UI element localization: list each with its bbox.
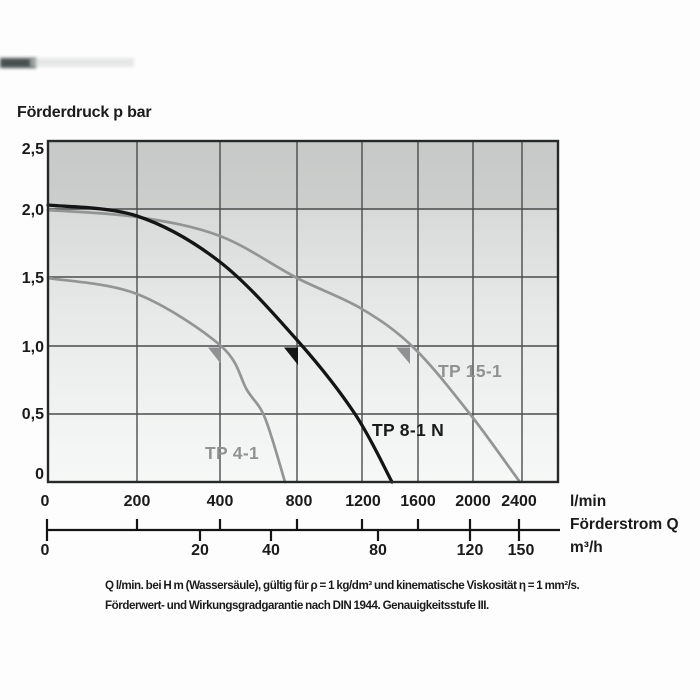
y-tick-label-0-5: 0,5 bbox=[22, 406, 44, 423]
plot-border bbox=[46, 139, 560, 484]
x-tick-label-2000: 2000 bbox=[455, 493, 491, 510]
series-label-tp-8-1-n: TP 8-1 N bbox=[372, 420, 444, 440]
y-axis-labels: 2,5 2,0 1,5 1,0 0,5 0 bbox=[22, 141, 44, 483]
y-tick-label-2-5: 2,5 bbox=[22, 141, 44, 158]
x-tick-label-2400: 2400 bbox=[501, 493, 537, 510]
m3h-label-0: 0 bbox=[41, 542, 50, 559]
curve-tp-8-1-n bbox=[46, 203, 394, 484]
x-axis-m3h bbox=[45, 519, 560, 541]
curve-tp-4-1 bbox=[46, 276, 287, 484]
y-tick-label-2-0: 2,0 bbox=[22, 202, 44, 219]
y-tick-label-0: 0 bbox=[35, 466, 44, 483]
duty-marker-tp-15-1 bbox=[396, 347, 410, 364]
m3h-label-150: 150 bbox=[508, 542, 535, 559]
m3h-label-120: 120 bbox=[457, 542, 484, 559]
scan-artifact-smudge bbox=[0, 58, 134, 68]
x-tick-label-1600: 1600 bbox=[400, 493, 436, 510]
series-label-tp-4-1: TP 4-1 bbox=[205, 443, 259, 463]
axis-title-foerderstrom: Förderstrom Q bbox=[570, 516, 679, 533]
unit-label-m3h: m³/h bbox=[570, 539, 603, 556]
x-axis-m3h-labels: 0 20 40 80 120 150 bbox=[41, 542, 535, 559]
series-label-tp-15-1: TP 15-1 bbox=[438, 361, 502, 381]
unit-label-lmin: l/min bbox=[570, 493, 606, 510]
chart-title: Förderdruck p bar bbox=[17, 104, 151, 121]
footnote: Q l/min. bei H m (Wassersäule), gültig f… bbox=[105, 579, 580, 612]
duty-marker-tp-8-1-n bbox=[284, 347, 298, 365]
duty-point-markers bbox=[208, 347, 410, 365]
m3h-label-40: 40 bbox=[262, 542, 280, 559]
x-tick-label-800: 800 bbox=[286, 493, 313, 510]
x-axis-lmin-labels: 0 200 400 800 1200 1600 2000 2400 bbox=[41, 493, 537, 510]
y-tick-label-1-0: 1,0 bbox=[22, 339, 44, 356]
m3h-label-20: 20 bbox=[191, 542, 209, 559]
footnote-line-1: Q l/min. bei H m (Wassersäule), gültig f… bbox=[105, 579, 579, 592]
x-tick-label-400: 400 bbox=[207, 493, 234, 510]
m3h-label-80: 80 bbox=[369, 542, 387, 559]
axis-unit-labels: l/min Förderstrom Q m³/h bbox=[570, 493, 679, 556]
x-tick-label-0: 0 bbox=[41, 493, 50, 510]
duty-marker-tp-4-1 bbox=[208, 347, 221, 364]
footnote-line-2: Förderwert- und Wirkungsgradgarantie nac… bbox=[105, 599, 489, 612]
x-tick-label-200: 200 bbox=[124, 493, 151, 510]
x-tick-label-1200: 1200 bbox=[345, 493, 381, 510]
y-tick-label-1-5: 1,5 bbox=[22, 270, 44, 287]
